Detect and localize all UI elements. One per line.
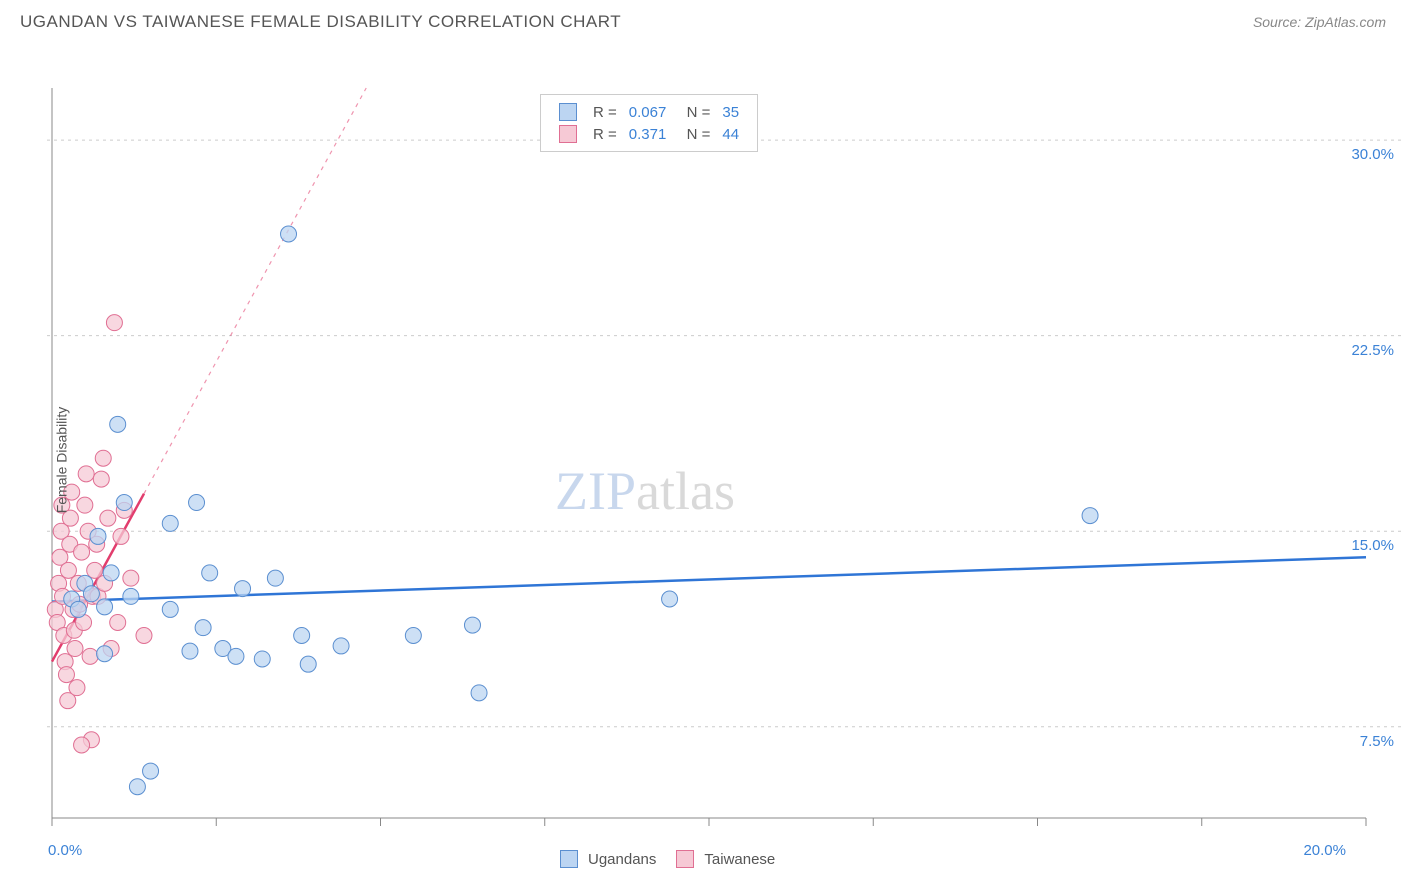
tick-label: 20.0%	[1303, 842, 1346, 859]
legend-item-taiwanese: Taiwanese	[676, 850, 775, 868]
swatch-ugandans	[559, 103, 577, 121]
n-value-taiwanese: 44	[716, 123, 745, 145]
r-value-taiwanese: 0.371	[623, 123, 673, 145]
stats-row-ugandans: R = 0.067 N = 35	[553, 101, 745, 123]
stats-legend: R = 0.067 N = 35 R = 0.371 N = 44	[540, 94, 758, 152]
legend-item-ugandans: Ugandans	[560, 850, 656, 868]
scatter-chart	[0, 40, 1406, 880]
tick-label: 22.5%	[1351, 342, 1394, 359]
y-axis-label: Female Disability	[53, 407, 69, 514]
tick-label: 7.5%	[1360, 733, 1394, 750]
source-label: Source: ZipAtlas.com	[1253, 14, 1386, 30]
tick-label: 15.0%	[1351, 537, 1394, 554]
chart-title: UGANDAN VS TAIWANESE FEMALE DISABILITY C…	[20, 12, 621, 32]
tick-label: 30.0%	[1351, 146, 1394, 163]
series-legend: Ugandans Taiwanese	[560, 850, 775, 868]
swatch-taiwanese	[559, 125, 577, 143]
chart-area: Female Disability ZIPatlas R = 0.067 N =…	[0, 40, 1406, 880]
swatch-taiwanese-icon	[676, 850, 694, 868]
legend-label-ugandans: Ugandans	[588, 851, 656, 868]
r-value-ugandans: 0.067	[623, 101, 673, 123]
legend-label-taiwanese: Taiwanese	[704, 851, 775, 868]
n-value-ugandans: 35	[716, 101, 745, 123]
stats-row-taiwanese: R = 0.371 N = 44	[553, 123, 745, 145]
swatch-ugandans-icon	[560, 850, 578, 868]
tick-label: 0.0%	[48, 842, 82, 859]
